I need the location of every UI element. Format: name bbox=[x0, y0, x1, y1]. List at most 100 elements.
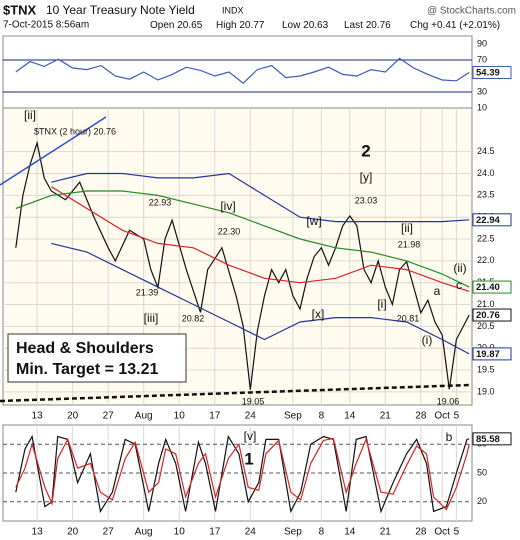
value-tag bbox=[472, 280, 512, 294]
x-tick-label: 27 bbox=[103, 411, 115, 422]
x-tick-label: 13 bbox=[32, 527, 44, 538]
value-tag bbox=[472, 347, 512, 361]
callout-text: Head & Shoulders bbox=[16, 340, 154, 357]
value-tag bbox=[472, 213, 512, 227]
x-tick-label: 24 bbox=[245, 411, 257, 422]
y-tick-label: 22.0 bbox=[477, 255, 495, 265]
x-tick-label: Aug bbox=[135, 527, 153, 538]
x-tick-label: Aug bbox=[135, 411, 153, 422]
y-tick-label: 23.5 bbox=[477, 190, 495, 200]
annotation: [ii] bbox=[401, 221, 413, 235]
x-tick-label: 28 bbox=[415, 527, 427, 538]
x-tick-label: 14 bbox=[344, 527, 356, 538]
annotation: [ii] bbox=[24, 108, 36, 122]
x-tick-label: 10 bbox=[174, 527, 186, 538]
x-tick-label: 5 bbox=[454, 411, 460, 422]
neckline bbox=[0, 383, 471, 403]
x-tick-label: 10 bbox=[174, 411, 186, 422]
value-tag bbox=[472, 65, 512, 79]
x-tick-label: 17 bbox=[209, 411, 221, 422]
quote-item: Low 20.63 bbox=[282, 20, 329, 31]
quote-value: 20.63 bbox=[303, 20, 328, 31]
callout-box bbox=[7, 333, 187, 383]
annotation: 22.30 bbox=[218, 226, 241, 236]
quote-label: Last bbox=[344, 20, 363, 31]
y-tick-label: 70 bbox=[477, 54, 487, 64]
value-tag bbox=[472, 308, 512, 322]
annotation: a bbox=[434, 284, 441, 298]
x-tick-label: 8 bbox=[319, 411, 325, 422]
exchange: INDX bbox=[222, 5, 244, 15]
x-tick-label: 21 bbox=[380, 411, 392, 422]
value-tag-label: 21.40 bbox=[476, 282, 500, 293]
x-tick-label: Oct bbox=[434, 527, 450, 538]
header: $TNX 10 Year Treasury Note Yield INDX @ … bbox=[3, 2, 516, 30]
x-tick-label: 13 bbox=[32, 411, 44, 422]
y-tick-label: 20 bbox=[477, 496, 487, 506]
x-tick-label: 24 bbox=[245, 527, 257, 538]
y-tick-label: 50 bbox=[477, 467, 487, 477]
quote-value: 20.65 bbox=[177, 20, 202, 31]
panel-background bbox=[2, 35, 473, 109]
annotation: [y] bbox=[360, 170, 373, 184]
y-tick-label: 24.0 bbox=[477, 168, 495, 178]
series-line bbox=[15, 434, 470, 514]
y-tick-label: 24.5 bbox=[477, 146, 495, 156]
quote-value: 20.76 bbox=[366, 20, 391, 31]
x-tick-label: Sep bbox=[284, 411, 302, 422]
x-tick-label: 27 bbox=[103, 527, 115, 538]
x-tick-label: 8 bbox=[319, 527, 325, 538]
callout-text: Min. Target = 13.21 bbox=[16, 361, 159, 378]
quote-item: Open 20.65 bbox=[150, 20, 203, 31]
quote-item: Last 20.76 bbox=[344, 20, 391, 31]
value-tag-label: 54.39 bbox=[476, 68, 500, 79]
x-tick-label: 21 bbox=[380, 527, 392, 538]
annotation: 21.39 bbox=[136, 287, 159, 297]
decorations: Head & Shoulders Min. Target = 13.21 $TN… bbox=[0, 116, 471, 403]
value-tag-label: 22.94 bbox=[476, 215, 500, 226]
y-tick-label: 10 bbox=[477, 102, 487, 112]
x-tick-label: 5 bbox=[454, 527, 460, 538]
y-tick-label: 21.0 bbox=[477, 299, 495, 309]
quote-value: 20.77 bbox=[239, 20, 264, 31]
annotation: [iii] bbox=[144, 311, 159, 325]
value-tag-label: 85.58 bbox=[476, 434, 500, 445]
series-line bbox=[50, 186, 470, 292]
quote-label: Chg bbox=[410, 20, 428, 31]
instrument-name: 10 Year Treasury Note Yield bbox=[46, 3, 195, 17]
quote-item: Chg +0.41 (+2.01%) bbox=[410, 20, 500, 31]
y-tick-label: 22.5 bbox=[477, 233, 495, 243]
x-tick-label: 20 bbox=[67, 527, 79, 538]
symbol: $TNX bbox=[3, 2, 37, 17]
x-tick-label: 28 bbox=[415, 411, 427, 422]
annotation: [v] bbox=[244, 429, 257, 443]
annotation: c bbox=[456, 278, 462, 292]
y-tick-label: 30 bbox=[477, 86, 487, 96]
annotation: 2 bbox=[361, 141, 370, 160]
quote-label: Open bbox=[150, 20, 174, 31]
annotation: 19.05 bbox=[242, 396, 265, 406]
quote-label: High bbox=[216, 20, 237, 31]
annotation: 20.81 bbox=[397, 313, 420, 323]
x-tick-label: Oct bbox=[434, 411, 450, 422]
series-line bbox=[15, 190, 470, 288]
x-tick-label: 17 bbox=[209, 527, 221, 538]
annotation: (ii) bbox=[453, 261, 466, 275]
annotation: 20.82 bbox=[182, 313, 205, 323]
quote-item: High 20.77 bbox=[216, 20, 265, 31]
y-tick-label: 19.0 bbox=[477, 386, 495, 396]
annotation: 19.06 bbox=[437, 396, 460, 406]
series-line bbox=[15, 57, 470, 84]
quote-label: Low bbox=[282, 20, 301, 31]
legend-entry: $TNX (2 hour) 20.76 bbox=[34, 126, 116, 136]
value-tag bbox=[472, 432, 512, 446]
credit: @ StockCharts.com bbox=[427, 6, 516, 17]
y-tick-label: 90 bbox=[477, 38, 487, 48]
y-tick-label: 20.5 bbox=[477, 321, 495, 331]
date: 7-Oct-2015 8:56am bbox=[3, 20, 89, 31]
value-tag-label: 20.76 bbox=[476, 310, 500, 321]
x-tick-label: Sep bbox=[284, 527, 302, 538]
annotation: [x] bbox=[312, 307, 325, 321]
